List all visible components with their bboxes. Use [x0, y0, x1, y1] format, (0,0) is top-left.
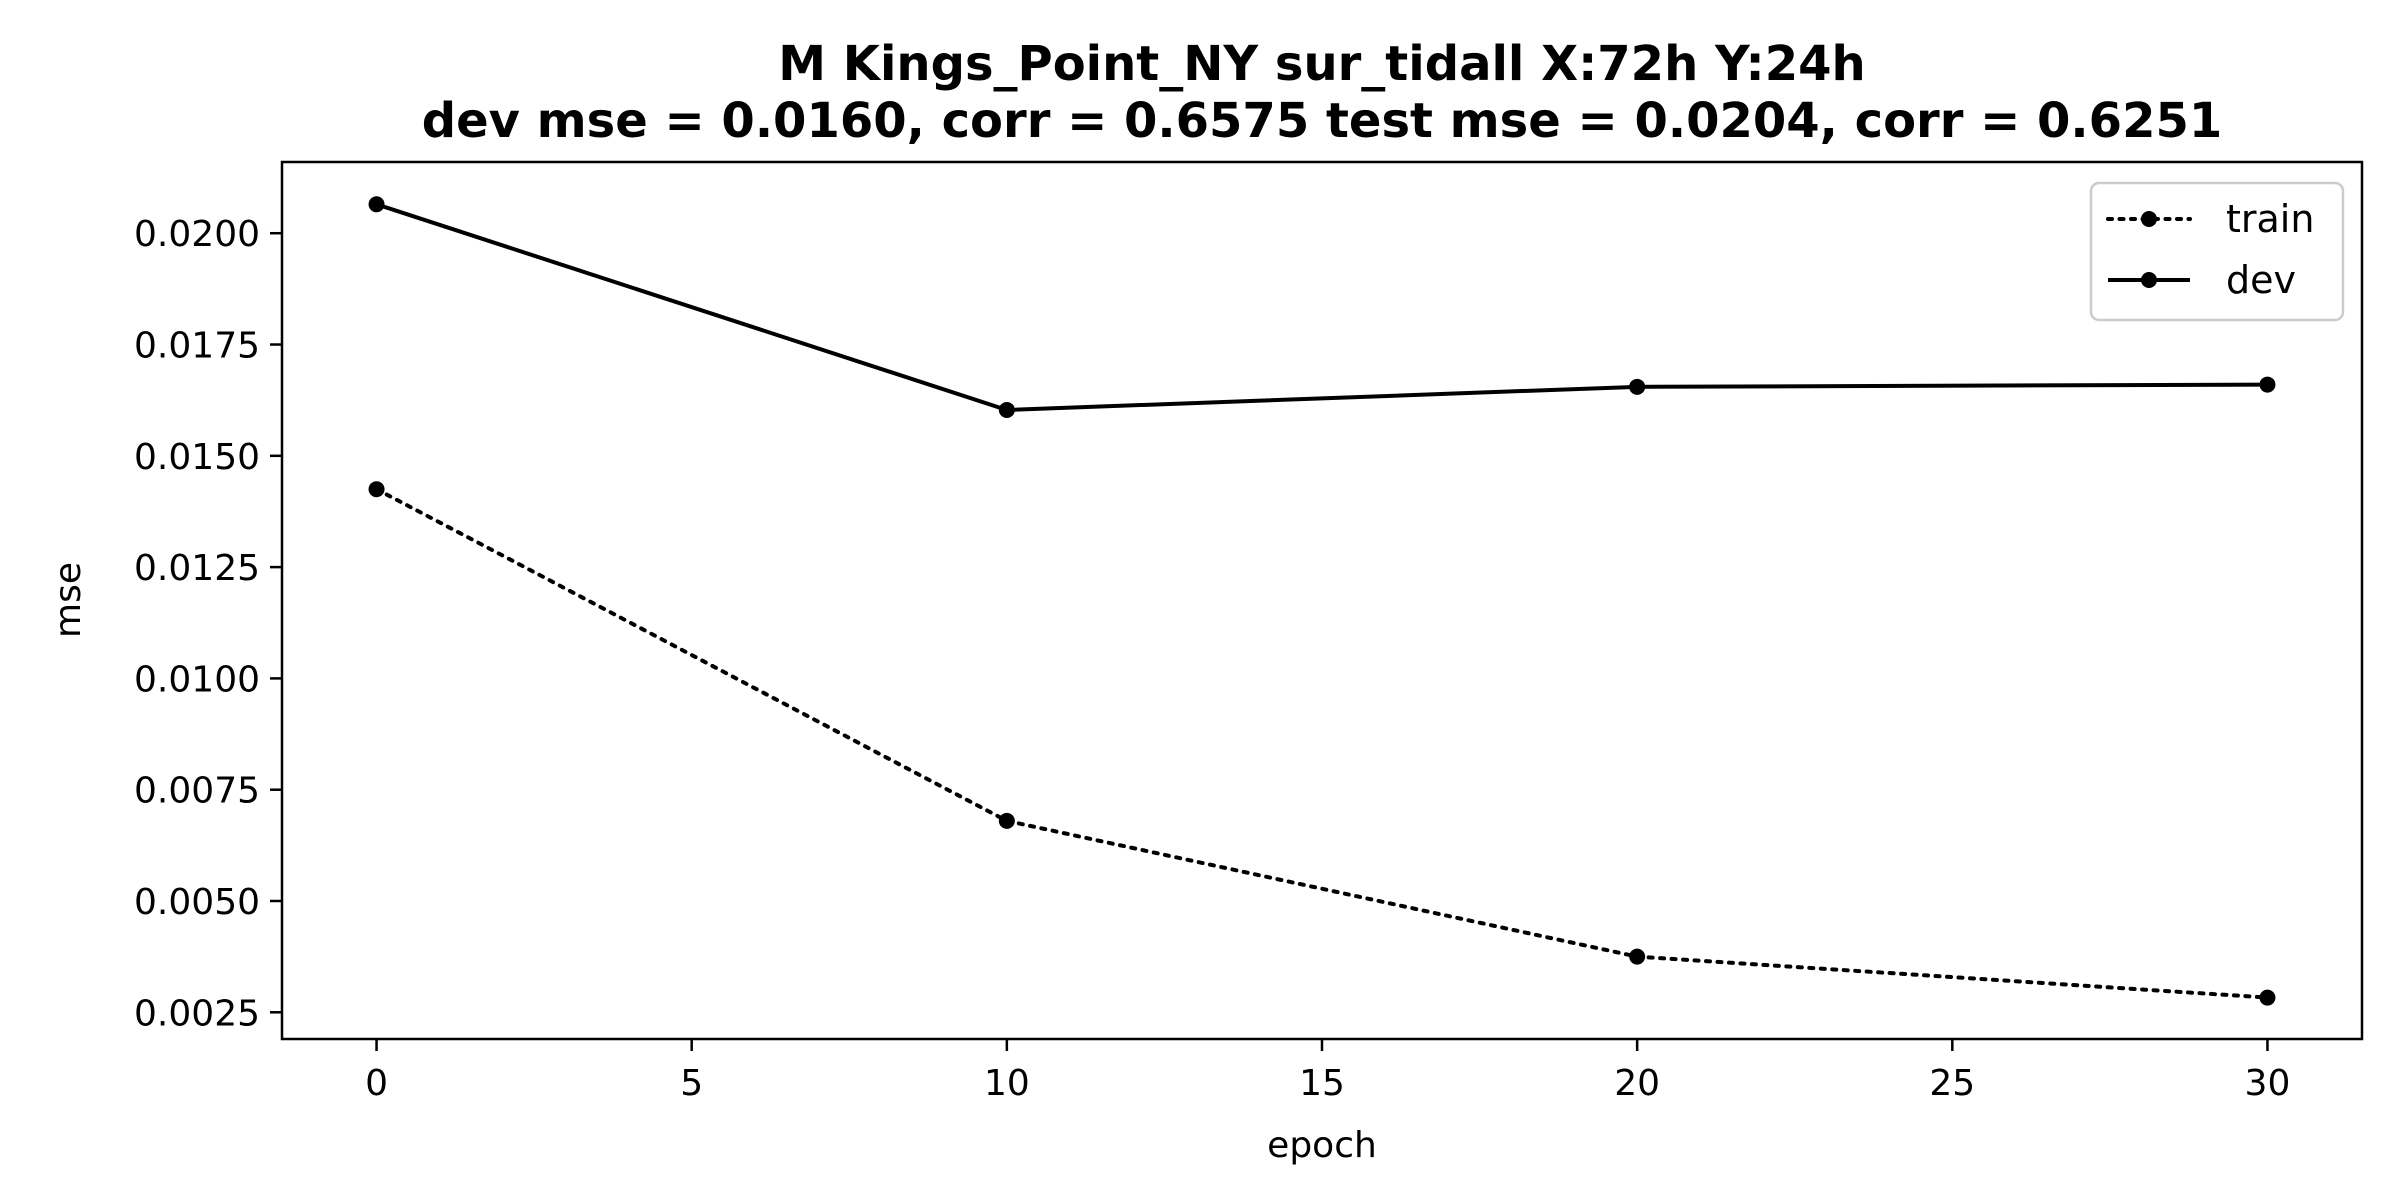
data-point-dev — [998, 401, 1015, 418]
y-tick-label: 0.0175 — [134, 326, 260, 367]
data-point-dev — [2259, 376, 2276, 393]
y-tick-label: 0.0025 — [134, 993, 260, 1034]
x-tick-label: 5 — [680, 1063, 703, 1104]
y-tick-label: 0.0100 — [134, 659, 260, 700]
x-tick-label: 10 — [984, 1063, 1030, 1104]
legend-label-train: train — [2226, 197, 2314, 241]
legend-marker-train — [2141, 211, 2157, 227]
plot-frame — [280, 160, 2364, 1041]
series-line-train — [374, 487, 2270, 1000]
data-point-dev — [1629, 378, 1646, 395]
data-point-train — [368, 481, 385, 498]
data-point-train — [998, 812, 1015, 829]
x-tick-label: 30 — [2245, 1063, 2291, 1104]
legend-marker-dev — [2141, 272, 2157, 288]
x-axis: 0 5 10 15 20 25 30 — [365, 1039, 2290, 1104]
y-tick-label: 0.0050 — [134, 882, 260, 923]
series-line-dev — [375, 202, 2268, 412]
x-tick-label: 0 — [365, 1063, 388, 1104]
legend: train dev — [2089, 181, 2345, 322]
y-tick-label: 0.0150 — [134, 437, 260, 478]
x-tick-label: 25 — [1929, 1063, 1975, 1104]
data-point-train — [1629, 948, 1646, 965]
plot-area — [368, 196, 2276, 1006]
legend-label-dev: dev — [2226, 258, 2296, 302]
chart-title: M Kings_Point_NY sur_tidall X:72h Y:24h — [778, 36, 1865, 92]
data-point-dev — [368, 196, 385, 213]
y-axis-label: mse — [48, 562, 89, 638]
data-point-train — [2259, 989, 2276, 1006]
chart-subtitle: dev mse = 0.0160, corr = 0.6575 test mse… — [422, 93, 2223, 149]
y-tick-label: 0.0200 — [134, 214, 260, 255]
y-axis: 0.0025 0.0050 0.0075 0.0100 0.0125 0.0150 0.01… — [134, 214, 282, 1034]
x-tick-label: 20 — [1614, 1063, 1660, 1104]
x-tick-label: 15 — [1299, 1063, 1345, 1104]
y-tick-label: 0.0125 — [134, 548, 260, 589]
x-axis-label: epoch — [1267, 1125, 1377, 1166]
y-tick-label: 0.0075 — [134, 771, 260, 812]
